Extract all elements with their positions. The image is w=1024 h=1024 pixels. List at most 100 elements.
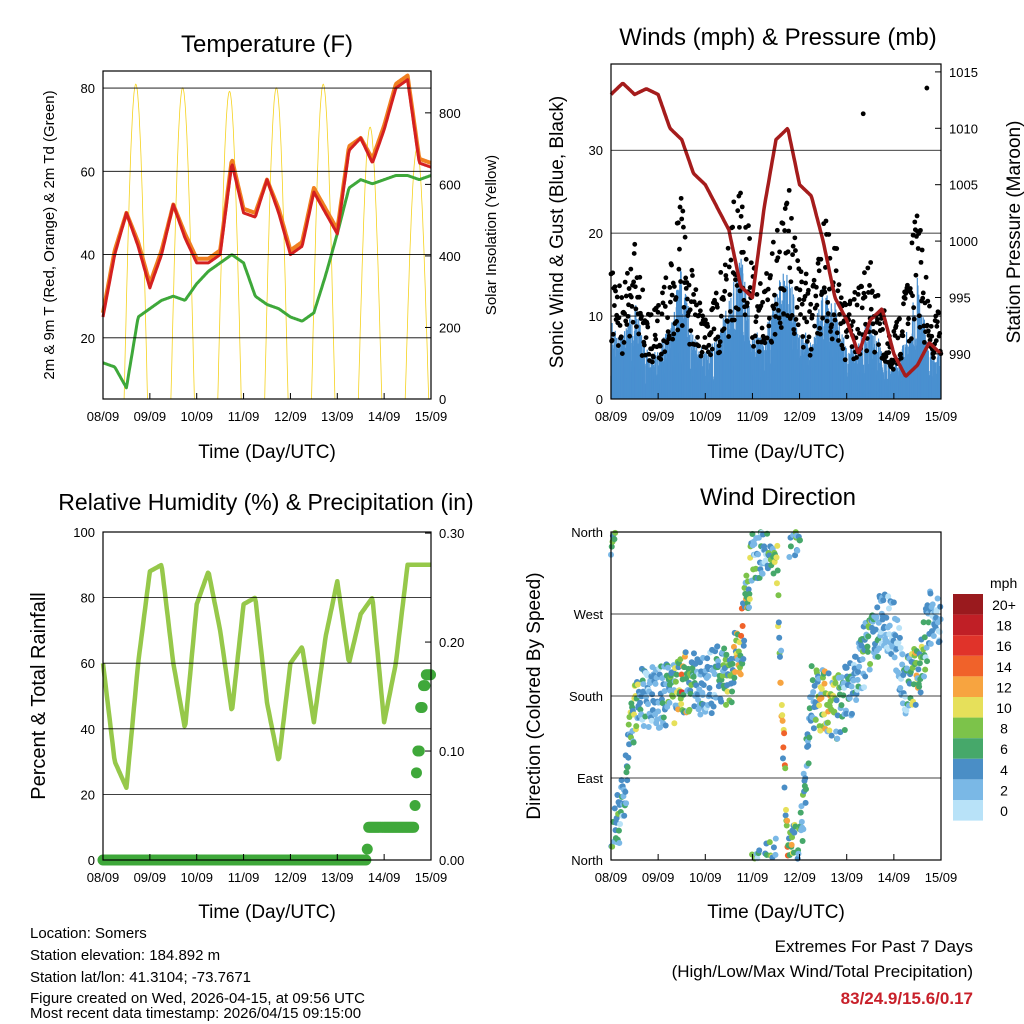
direction-point — [621, 812, 628, 819]
direction-point — [640, 723, 647, 730]
direction-point — [689, 665, 696, 672]
gust-point — [706, 342, 712, 348]
panel-2-axes: 08/09 09/09 10/09 11/09 12/09 13/09 14/09 15/09… — [73, 525, 464, 885]
gust-point — [726, 264, 732, 270]
gust-point — [774, 227, 780, 233]
direction-point — [705, 673, 712, 680]
y-tick-label: 80 — [81, 591, 95, 606]
gust-point — [623, 293, 629, 299]
direction-point — [777, 679, 784, 686]
panel-3-axes: 08/09 09/09 10/09 11/09 12/09 13/09 14/09 15/09… — [569, 525, 957, 885]
gust-point — [628, 266, 634, 272]
y-tick-label: 100 — [73, 525, 95, 540]
direction-point — [812, 716, 819, 723]
gust-point — [747, 236, 752, 241]
gust-point — [798, 269, 804, 275]
precip-point — [409, 800, 421, 812]
gust-point — [793, 317, 799, 322]
direction-point — [892, 632, 899, 639]
y-tick-label: South — [569, 689, 603, 704]
gust-point — [673, 295, 679, 300]
gust-point — [855, 292, 861, 297]
gust-point — [735, 208, 741, 214]
direction-point — [723, 701, 730, 708]
footer-created: Figure created on Wed, 2026-04-15, at 09… — [30, 990, 365, 1007]
gust-point — [623, 318, 629, 324]
direction-point — [921, 673, 928, 680]
gust-point — [880, 326, 885, 332]
gust-point — [725, 319, 730, 324]
direction-point — [756, 847, 763, 854]
gust-point — [731, 199, 737, 205]
direction-point — [798, 818, 805, 825]
gust-point — [708, 352, 713, 358]
gust-point — [799, 279, 805, 285]
direction-point — [664, 664, 671, 671]
direction-point — [691, 703, 698, 710]
x-tick-label: 13/09 — [321, 409, 354, 424]
direction-point — [808, 663, 815, 670]
gust-point — [708, 330, 714, 335]
gust-point — [717, 339, 723, 345]
gust-point — [656, 302, 661, 308]
gust-point — [829, 322, 835, 328]
y-tick-label: 60 — [81, 164, 95, 179]
direction-point — [616, 839, 623, 846]
colorbar-swatch — [953, 717, 983, 739]
gust-point — [873, 330, 879, 336]
direction-point — [661, 688, 668, 695]
gust-point — [832, 317, 838, 323]
direction-point — [916, 660, 923, 667]
gust-point — [772, 331, 778, 337]
gust-point — [652, 332, 658, 338]
gust-point — [800, 334, 806, 339]
direction-point — [611, 805, 618, 812]
gust-point — [811, 277, 817, 283]
gust-point — [622, 311, 627, 316]
direction-point — [862, 673, 869, 680]
direction-point — [897, 644, 904, 651]
direction-point — [791, 829, 798, 836]
gust-point — [905, 321, 911, 327]
direction-point — [873, 613, 880, 620]
direction-point — [833, 697, 840, 704]
gust-point — [766, 323, 772, 329]
direction-point — [687, 690, 694, 697]
gust-point — [813, 284, 819, 290]
gust-point — [762, 340, 768, 346]
gust-point — [663, 275, 669, 281]
direction-point — [864, 648, 871, 655]
gust-point — [927, 337, 933, 343]
direction-point — [796, 537, 803, 544]
direction-point — [666, 699, 673, 706]
gust-point — [918, 259, 924, 265]
direction-point — [929, 601, 936, 608]
gust-point — [817, 325, 823, 331]
gust-point — [759, 325, 765, 331]
gust-point — [818, 256, 824, 262]
gust-point — [727, 309, 733, 314]
colorbar-label: 8 — [1000, 721, 1008, 737]
direction-point — [723, 651, 730, 658]
x-tick-label: 09/09 — [134, 409, 167, 424]
direction-point — [662, 722, 669, 729]
direction-point — [824, 719, 831, 726]
gust-point — [893, 323, 899, 329]
direction-point — [745, 586, 752, 593]
gust-point — [691, 292, 696, 297]
direction-point — [861, 684, 868, 691]
direction-point — [755, 534, 762, 541]
gust-point — [797, 287, 803, 293]
direction-point — [776, 653, 783, 660]
colorbar-swatch — [953, 676, 983, 697]
direction-point — [637, 706, 644, 713]
gust-point — [789, 312, 795, 318]
gust-point — [862, 270, 867, 276]
gust-point — [675, 327, 681, 333]
gust-point — [790, 243, 796, 249]
direction-point — [706, 684, 713, 691]
direction-point — [778, 647, 785, 654]
direction-point — [896, 624, 903, 631]
gust-point — [722, 288, 728, 294]
direction-point — [678, 700, 685, 707]
